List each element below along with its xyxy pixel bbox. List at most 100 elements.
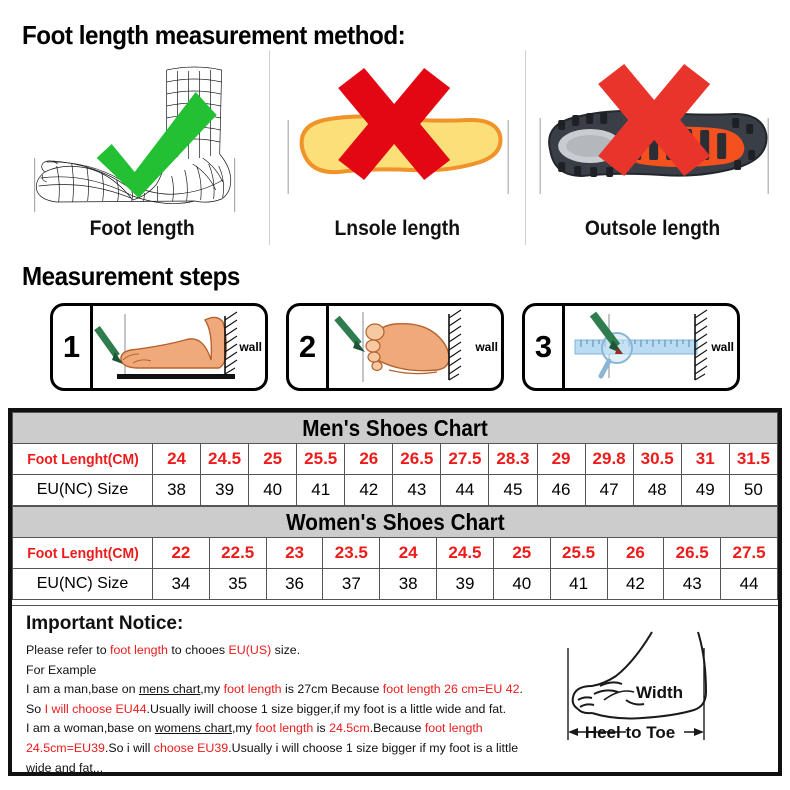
- table-cell: 43: [392, 474, 442, 506]
- notice-line-1: Please refer to foot length to chooes EU…: [26, 643, 301, 657]
- womens-eu-size-label: EU(NC) Size: [12, 568, 153, 600]
- wall-hatch: [694, 309, 708, 381]
- page-title-steps: Measurement steps: [22, 261, 240, 291]
- step-2-wall-label: wall: [475, 340, 498, 354]
- table-cell: 27.5: [440, 443, 490, 475]
- wall-hatch: [448, 309, 462, 381]
- table-cell: 25: [248, 443, 298, 475]
- table-row: Foot Lenght(CM) 22 22.5 23 23.5 24 24.5 …: [12, 537, 778, 569]
- table-cell: 25.5: [296, 443, 346, 475]
- step-1-illustration: wall: [93, 306, 265, 388]
- notice-line-6: 24.5cm=EU39.So i will choose EU39.Usuall…: [26, 741, 519, 756]
- womens-foot-length-label: Foot Lenght(CM): [12, 537, 153, 569]
- notice-line-4: So I will choose EU44.Usually iwill choo…: [26, 701, 507, 716]
- method-caption-outsole-length: Outsole length: [585, 217, 721, 240]
- table-cell: 41: [296, 474, 346, 506]
- table-cell: 23: [265, 537, 324, 569]
- ruler-icon: [574, 339, 698, 355]
- size-chart-table-container: Men's Shoes Chart Foot Lenght(CM) 24 24.…: [8, 408, 782, 776]
- step-number-1: 1: [53, 306, 93, 388]
- method-cell-foot-length: Foot length: [14, 50, 269, 245]
- foot-diagram-heel-to-toe-label: Heel to Toe: [585, 723, 675, 742]
- table-cell: 26: [344, 443, 394, 475]
- notice-line-2: For Example: [26, 662, 97, 677]
- foot-diagram-width-label: Width: [636, 683, 683, 702]
- table-cell: 40: [492, 568, 551, 600]
- table-cell: 24.5: [200, 443, 250, 475]
- table-cell: 31.5: [728, 443, 779, 475]
- table-cell: 27.5: [720, 537, 778, 569]
- table-cell: 39: [200, 474, 250, 506]
- table-cell: 43: [663, 568, 722, 600]
- table-cell: 46: [536, 474, 586, 506]
- method-cell-outsole-length: Outsole length: [524, 50, 780, 245]
- table-cell: 36: [265, 568, 324, 600]
- table-row: EU(NC) Size 38 39 40 41 42 43 44 45 46 4…: [12, 474, 779, 506]
- method-caption-foot-length: Foot length: [89, 217, 195, 240]
- table-cell: 42: [344, 474, 394, 506]
- important-notice-section: Important Notice: Please refer to foot l…: [12, 605, 778, 775]
- table-cell: 39: [436, 568, 494, 600]
- pencil-icon: [589, 311, 623, 354]
- page-title-method: Foot length measurement method:: [22, 20, 406, 50]
- table-cell: 47: [584, 474, 634, 506]
- table-cell: 37: [322, 568, 381, 600]
- mens-chart-title: Men's Shoes Chart: [12, 412, 778, 444]
- outsole-illustration: [526, 62, 780, 217]
- womens-shoes-table: Women's Shoes Chart Foot Lenght(CM) 22 2…: [12, 506, 778, 600]
- table-cell: 26.5: [663, 537, 722, 569]
- notice-line-3: I am a man,base on mens chart,my foot le…: [26, 682, 523, 697]
- table-cell: 29.8: [584, 443, 634, 475]
- table-cell: 45: [488, 474, 538, 506]
- pencil-icon: [334, 315, 365, 352]
- table-cell: 25.5: [549, 537, 608, 569]
- table-cell: 40: [248, 474, 298, 506]
- step-3-illustration: wall: [565, 306, 737, 388]
- notice-line-7: wide and fat...: [26, 760, 104, 775]
- measurement-steps-row: 1 wall: [50, 303, 740, 391]
- table-cell: 24: [151, 443, 202, 475]
- womens-chart-title: Women's Shoes Chart: [12, 506, 778, 538]
- table-cell: 26: [606, 537, 665, 569]
- step-2-illustration: wall: [329, 306, 501, 388]
- step-3-wall-label: wall: [711, 340, 734, 354]
- table-cell: 30.5: [632, 443, 682, 475]
- table-cell: 35: [208, 568, 267, 600]
- table-row: Foot Lenght(CM) 24 24.5 25 25.5 26 26.5 …: [12, 443, 779, 475]
- method-cell-insole-length: Lnsole length: [269, 50, 524, 245]
- table-cell: 29: [536, 443, 586, 475]
- notice-line-5: I am a woman,base on womens chart,my foo…: [26, 721, 483, 736]
- notice-heading: Important Notice:: [26, 613, 184, 634]
- table-cell: 23.5: [322, 537, 381, 569]
- table-cell: 44: [720, 568, 778, 600]
- table-cell: 42: [606, 568, 665, 600]
- red-cross-icon: [338, 68, 451, 180]
- table-cell: 34: [152, 568, 210, 600]
- table-cell: 24.5: [436, 537, 494, 569]
- table-cell: 49: [680, 474, 730, 506]
- table-cell: 41: [549, 568, 608, 600]
- insole-illustration: [270, 62, 524, 217]
- mens-eu-size-label: EU(NC) Size: [12, 474, 153, 506]
- green-check-icon: [96, 92, 217, 198]
- table-cell: 38: [151, 474, 202, 506]
- step-number-3: 3: [525, 306, 565, 388]
- table-cell: 44: [440, 474, 490, 506]
- table-cell: 28.3: [488, 443, 538, 475]
- table-cell: 31: [680, 443, 730, 475]
- method-illustration-row: Foot length Lnsole length: [14, 50, 780, 245]
- table-cell: 48: [632, 474, 682, 506]
- table-cell: 26.5: [392, 443, 442, 475]
- table-cell: 38: [379, 568, 438, 600]
- step-box-1: 1 wall: [50, 303, 268, 391]
- wall-hatch: [224, 311, 238, 375]
- step-box-3: 3: [522, 303, 740, 391]
- mens-foot-length-label: Foot Lenght(CM): [12, 443, 153, 475]
- foot-measurement-diagram: Width Heel to Toe: [534, 614, 770, 764]
- womens-chart-title-row: Women's Shoes Chart: [12, 506, 778, 538]
- table-row: EU(NC) Size 34 35 36 37 38 39 40 41 42 4…: [12, 568, 778, 600]
- mens-chart-title-row: Men's Shoes Chart: [12, 412, 778, 444]
- step-box-2: 2: [286, 303, 504, 391]
- mens-shoes-table: Men's Shoes Chart Foot Lenght(CM) 24 24.…: [12, 412, 779, 506]
